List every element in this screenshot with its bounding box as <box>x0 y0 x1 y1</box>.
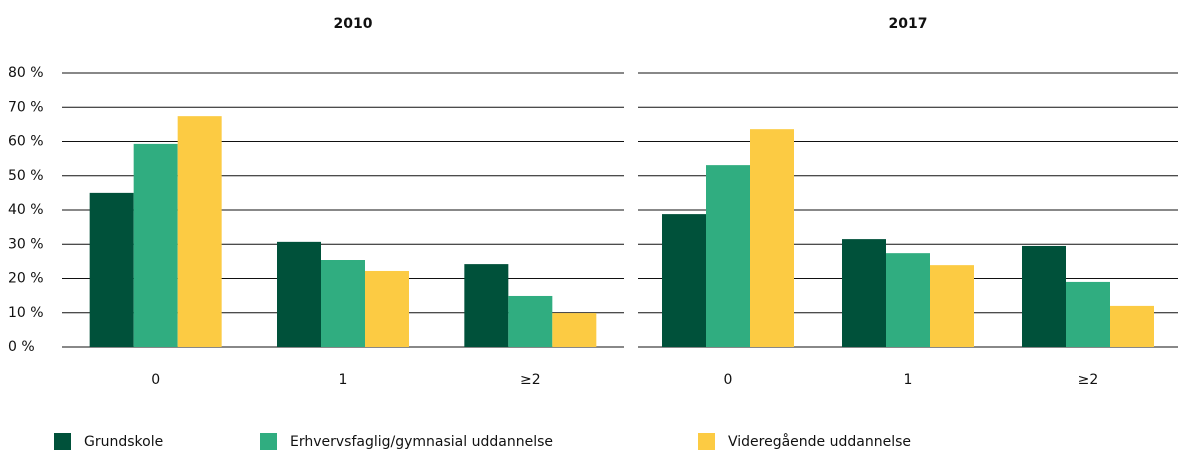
x-tick-label: 0 <box>151 372 160 388</box>
bar <box>552 313 597 347</box>
bar <box>133 143 178 347</box>
legend-swatch <box>698 433 715 450</box>
y-tick-label: 60 % <box>8 134 44 150</box>
x-tick-label: ≥2 <box>520 372 541 388</box>
legend-swatch <box>260 433 277 450</box>
bar <box>508 295 553 347</box>
bar <box>750 129 794 347</box>
bar <box>464 264 509 347</box>
bar <box>886 253 930 347</box>
legend-label: Grundskole <box>84 434 163 450</box>
chart-title: 2017 <box>889 16 928 32</box>
y-tick-label: 20 % <box>8 271 44 287</box>
bar <box>662 214 706 347</box>
legend-label: Videregående uddannelse <box>728 433 911 450</box>
y-tick-label: 10 % <box>8 305 44 321</box>
bar <box>706 165 750 347</box>
y-tick-label: 80 % <box>8 65 44 81</box>
y-tick-label: 70 % <box>8 99 44 115</box>
bar <box>321 260 365 347</box>
x-tick-label: 1 <box>904 372 913 388</box>
bar <box>1022 245 1066 347</box>
chart-title: 2010 <box>334 16 373 32</box>
y-tick-label: 30 % <box>8 236 44 252</box>
bar <box>277 241 321 347</box>
y-tick-label: 40 % <box>8 202 44 218</box>
bar <box>930 265 974 347</box>
y-tick-label: 50 % <box>8 168 44 184</box>
bar <box>365 270 409 347</box>
x-tick-label: ≥2 <box>1078 372 1099 388</box>
x-tick-label: 1 <box>339 372 348 388</box>
bar <box>1110 305 1154 347</box>
x-tick-label: 0 <box>724 372 733 388</box>
bar <box>1066 281 1110 347</box>
bar <box>177 116 222 347</box>
bar <box>842 239 886 347</box>
y-tick-label: 0 % <box>8 339 35 355</box>
legend-label: Erhvervsfaglig/gymnasial uddannelse <box>290 434 553 450</box>
legend-swatch <box>54 433 71 450</box>
bar <box>89 192 134 347</box>
